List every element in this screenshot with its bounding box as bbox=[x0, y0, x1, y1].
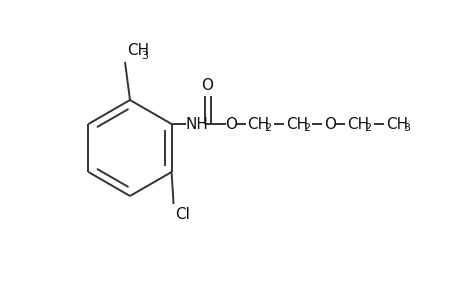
Text: Cl: Cl bbox=[175, 207, 190, 222]
Text: CH: CH bbox=[247, 116, 269, 131]
Text: 2: 2 bbox=[364, 123, 371, 134]
Text: O: O bbox=[323, 116, 336, 131]
Text: CH: CH bbox=[385, 116, 407, 131]
Text: 2: 2 bbox=[302, 123, 309, 134]
Text: NH: NH bbox=[185, 116, 208, 131]
Text: 3: 3 bbox=[402, 123, 409, 134]
Text: O: O bbox=[201, 78, 213, 93]
Text: 2: 2 bbox=[264, 123, 271, 134]
Text: CH: CH bbox=[127, 43, 149, 58]
Text: CH: CH bbox=[285, 116, 307, 131]
Text: O: O bbox=[225, 116, 237, 131]
Text: CH: CH bbox=[347, 116, 369, 131]
Text: 3: 3 bbox=[140, 51, 147, 61]
